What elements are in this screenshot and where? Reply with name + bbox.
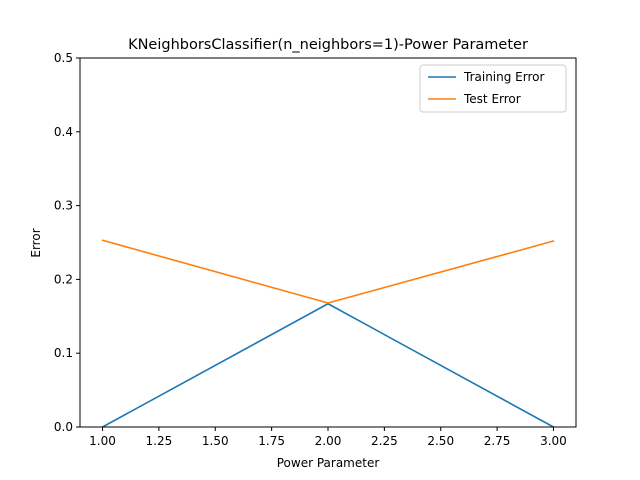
- data-point-test-error: [552, 240, 555, 242]
- x-axis-ticks: 1.00 1.25 1.50 1.75 2.00 2.25 2.50 2.75 3.00: [89, 427, 567, 448]
- y-tick-label: 0.3: [54, 199, 73, 213]
- data-point-test-error: [327, 302, 329, 304]
- x-tick-label: 1.25: [146, 434, 173, 448]
- y-tick-label: 0.4: [54, 125, 73, 139]
- x-axis-title: Power Parameter: [277, 456, 380, 470]
- y-tick-label: 0.1: [54, 346, 73, 360]
- axes-frame: [79, 57, 577, 428]
- x-tick-label: 3.00: [540, 434, 567, 448]
- x-tick-label: 1.00: [89, 434, 116, 448]
- legend-label: Training Error: [463, 70, 544, 84]
- x-tick-label: 1.75: [258, 434, 285, 448]
- y-tick-label: 0.2: [54, 272, 73, 286]
- y-tick-label: 0.0: [54, 420, 73, 434]
- y-tick-label: 0.5: [54, 51, 73, 65]
- data-point-test-error: [101, 239, 104, 242]
- y-axis-title: Error: [29, 228, 43, 257]
- legend-box: [419, 64, 567, 113]
- x-tick-label: 2.50: [427, 434, 454, 448]
- x-tick-label: 2.25: [371, 434, 398, 448]
- y-axis-ticks: 0.0 0.1 0.2 0.3 0.4 0.5: [54, 51, 80, 434]
- chart-title: KNeighborsClassifier(n_neighbors=1)-Powe…: [128, 37, 528, 53]
- x-tick-label: 2.75: [484, 434, 511, 448]
- x-tick-label: 2.00: [315, 434, 342, 448]
- legend-label: Test Error: [463, 92, 521, 106]
- legend: Training Error Test Error: [419, 64, 567, 113]
- x-tick-label: 1.50: [202, 434, 229, 448]
